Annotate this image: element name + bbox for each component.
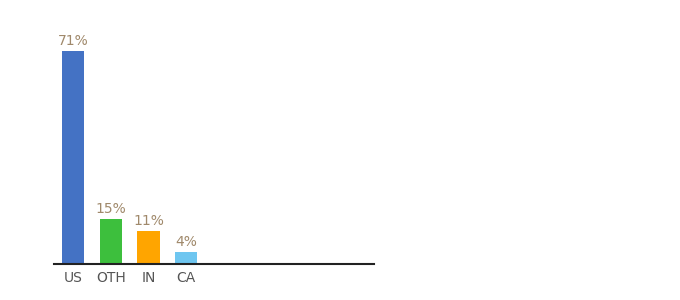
Text: 11%: 11% [133, 214, 164, 228]
Text: 71%: 71% [58, 34, 88, 48]
Bar [175, 252, 197, 264]
Bar [137, 231, 160, 264]
Bar [62, 51, 84, 264]
Bar [99, 219, 122, 264]
Text: 4%: 4% [175, 235, 197, 249]
Text: 15%: 15% [95, 202, 126, 216]
